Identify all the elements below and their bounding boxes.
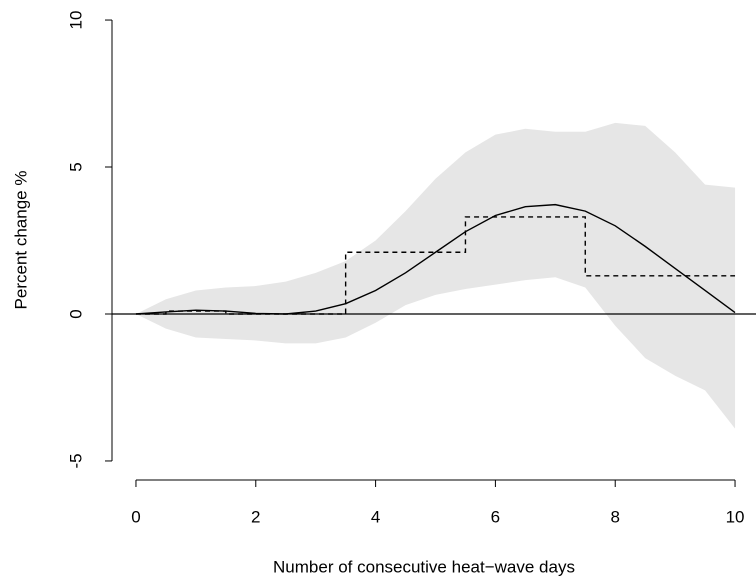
series-line — [135, 216, 736, 315]
y-axis-label: Percent change % — [11, 171, 30, 310]
y-tick-label: 0 — [66, 309, 85, 318]
series-line — [135, 203, 736, 315]
x-tick-label: 2 — [251, 507, 260, 526]
x-tick-label: 0 — [131, 507, 140, 526]
x-tick-label: 8 — [610, 507, 619, 526]
confidence-band — [135, 122, 736, 429]
x-axis-label: Number of consecutive heat−wave days — [273, 557, 575, 576]
y-tick-label: 10 — [66, 11, 85, 30]
y-tick-label: 5 — [66, 162, 85, 171]
y-tick-label: -5 — [66, 453, 85, 468]
x-tick-label: 6 — [491, 507, 500, 526]
x-tick-label: 10 — [726, 507, 745, 526]
x-tick-label: 4 — [371, 507, 380, 526]
